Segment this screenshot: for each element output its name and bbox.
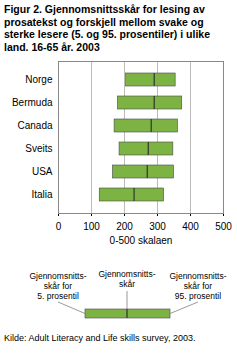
svg-text:300: 300 bbox=[149, 221, 166, 232]
svg-text:Bermuda: Bermuda bbox=[12, 97, 53, 108]
svg-text:0-500 skalaen: 0-500 skalaen bbox=[110, 235, 173, 246]
svg-text:Gjennomsnitts-skår: Gjennomsnitts-skår bbox=[98, 269, 155, 289]
svg-text:Sveits: Sveits bbox=[25, 143, 52, 154]
svg-text:USA: USA bbox=[32, 166, 53, 177]
svg-text:500: 500 bbox=[215, 221, 232, 232]
svg-text:0: 0 bbox=[56, 221, 62, 232]
svg-text:400: 400 bbox=[182, 221, 199, 232]
svg-text:Gjennomsnitts-skår for95. pros: Gjennomsnitts-skår for95. prosentil bbox=[169, 271, 226, 301]
svg-text:100: 100 bbox=[83, 221, 100, 232]
svg-text:Italia: Italia bbox=[31, 189, 53, 200]
svg-text:200: 200 bbox=[116, 221, 133, 232]
svg-text:Gjennomsnitts-skår for5. prose: Gjennomsnitts-skår for5. prosentil bbox=[29, 271, 86, 301]
svg-text:Canada: Canada bbox=[17, 120, 52, 131]
html-text:Figur 2. Gjennomsnittsskår for: Figur 2. Gjennomsnittsskår for lesing av… bbox=[4, 3, 210, 53]
svg-text:Norge: Norge bbox=[25, 74, 53, 85]
html-text:Kilde: Adult Literacy and Life: Kilde: Adult Literacy and Life skills su… bbox=[4, 333, 196, 343]
